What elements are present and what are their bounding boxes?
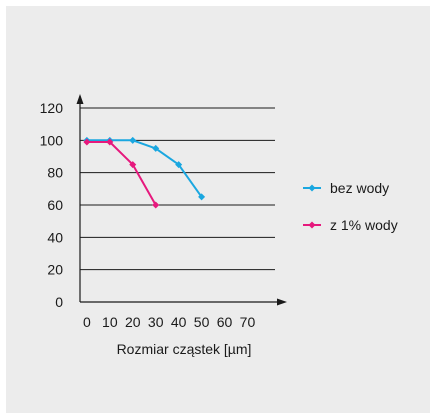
y-tick-label-0: 0 xyxy=(55,294,63,310)
x-tick-label-10: 10 xyxy=(102,314,118,330)
x-axis-title: Rozmiar cząstek [µm] xyxy=(117,341,252,357)
data-point-s0-3 xyxy=(152,144,160,152)
legend-swatch-marker-0 xyxy=(308,184,316,192)
y-tick-label-60: 60 xyxy=(47,197,63,213)
series-line-0 xyxy=(86,139,203,198)
data-point-s1-1 xyxy=(106,138,114,146)
data-point-s0-4 xyxy=(175,161,183,169)
x-tick-label-50: 50 xyxy=(194,314,210,330)
data-point-s1-2 xyxy=(129,161,137,169)
outer-panel-background xyxy=(6,6,430,413)
legend-label-0: bez wody xyxy=(330,180,389,196)
plot-area: 0 20 40 60 80 100 120 0 10 20 30 40 50 60 70 xyxy=(40,94,287,330)
legend-label-1: z 1% wody xyxy=(330,217,398,233)
x-tick-label-70: 70 xyxy=(240,314,256,330)
x-tick-label-60: 60 xyxy=(217,314,233,330)
x-tick-label-0: 0 xyxy=(83,314,91,330)
x-axis-arrow-icon xyxy=(277,298,287,306)
y-axis-arrow-icon xyxy=(76,94,84,104)
legend-swatch-marker-1 xyxy=(308,221,316,229)
x-tick-label-40: 40 xyxy=(171,314,187,330)
data-point-s0-5 xyxy=(198,193,206,201)
axes xyxy=(76,94,287,306)
x-tick-label-20: 20 xyxy=(125,314,141,330)
series-line-1 xyxy=(86,141,157,206)
gridlines xyxy=(80,107,275,271)
y-tick-label-80: 80 xyxy=(47,165,63,181)
legend: bez wody z 1% wody xyxy=(303,180,398,233)
y-tick-label-20: 20 xyxy=(47,262,63,278)
data-point-s0-2 xyxy=(129,136,137,144)
y-tick-label-40: 40 xyxy=(47,229,63,245)
data-point-s1-0 xyxy=(83,138,91,146)
y-tick-labels: 0 20 40 60 80 100 120 xyxy=(40,100,64,310)
y-tick-label-100: 100 xyxy=(40,132,64,148)
y-tick-label-120: 120 xyxy=(40,100,64,116)
data-point-s1-3 xyxy=(152,201,160,209)
data-series xyxy=(83,136,206,209)
x-tick-labels: 0 10 20 30 40 50 60 70 xyxy=(83,314,255,330)
x-tick-label-30: 30 xyxy=(148,314,164,330)
